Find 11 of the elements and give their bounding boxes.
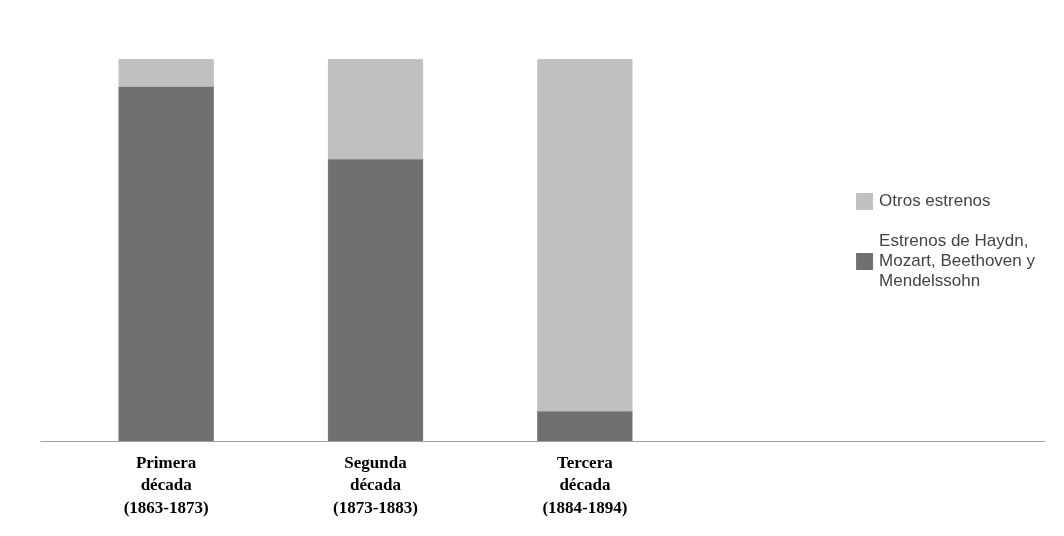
legend-label: Estrenos de Haydn, Mozart, Beethoven y Mendelssohn [879,230,1035,291]
bar [118,59,214,87]
x-tick-label: Primera década (1863-1873) [123,452,209,518]
legend-label: Otros estrenos [879,190,991,211]
x-tick-label: Tercera década (1884-1894) [542,452,628,518]
bar [327,59,424,160]
bar [537,410,633,442]
x-tick-label: Segunda década (1873-1883) [333,452,418,518]
bar [118,85,214,442]
bar [537,59,633,412]
bar [327,158,424,442]
